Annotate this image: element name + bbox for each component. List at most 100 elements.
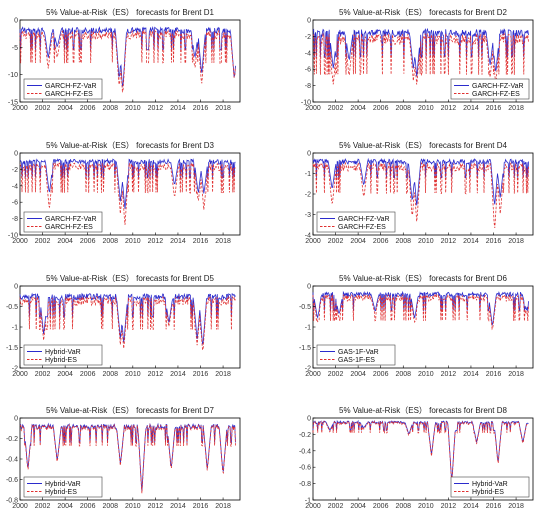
x-tick-label: 2016	[486, 503, 502, 510]
legend-box	[23, 344, 103, 366]
y-tick-label: -2	[305, 34, 311, 41]
legend-box	[23, 476, 103, 498]
legend-label: Hybrid-ES	[45, 357, 77, 364]
y-tick-label: 0	[307, 18, 311, 25]
x-tick-label: 2016	[486, 238, 502, 245]
x-tick-label: 2016	[486, 371, 502, 378]
x-tick-label: 2002	[328, 503, 344, 510]
x-tick-label: 2012	[441, 238, 457, 245]
legend-box	[23, 78, 103, 100]
x-tick-label: 2010	[125, 105, 141, 112]
x-tick-label: 2002	[328, 371, 344, 378]
series-line-es	[19, 162, 236, 225]
series-line-es	[312, 420, 529, 483]
legend-box	[450, 78, 530, 100]
y-tick-label: -2	[305, 366, 311, 373]
x-tick-label: 2018	[215, 238, 231, 245]
chart-panel-4: 5% Value-at-Risk（ES） forecasts for Brent…	[305, 141, 534, 245]
x-tick-label: 2002	[328, 105, 344, 112]
legend-label: Hybrid-VaR	[45, 349, 81, 356]
series-line-var	[19, 26, 236, 88]
series-line-var	[19, 157, 236, 209]
x-tick-label: 2018	[508, 371, 524, 378]
chart-title: 5% Value-at-Risk（ES） forecasts for Brent…	[46, 274, 214, 283]
legend-label: Hybrid-VaR	[45, 481, 81, 488]
y-tick-label: -1	[12, 325, 18, 332]
chart-title: 5% Value-at-Risk（ES） forecasts for Brent…	[339, 141, 507, 150]
y-tick-label: -0.2	[6, 436, 18, 443]
y-tick-label: -4	[305, 233, 311, 240]
x-tick-label: 2000	[12, 371, 28, 378]
y-tick-label: -2	[305, 192, 311, 199]
x-tick-label: 2004	[57, 105, 73, 112]
x-tick-label: 2000	[12, 238, 28, 245]
legend-label: Hybrid-ES	[472, 489, 504, 496]
y-tick-label: -15	[8, 100, 18, 107]
y-tick-label: -2	[12, 366, 18, 373]
series-line-es	[19, 295, 236, 351]
x-tick-label: 2012	[148, 238, 164, 245]
legend-box	[450, 476, 530, 498]
legend-label: GARCH-FZ-VaR	[45, 216, 97, 223]
y-tick-label: -2	[12, 167, 18, 174]
x-tick-label: 2008	[395, 503, 411, 510]
y-tick-label: -10	[8, 233, 18, 240]
x-tick-label: 2008	[102, 238, 118, 245]
series-line-es	[19, 423, 236, 494]
series-line-var	[312, 27, 529, 77]
x-tick-label: 2006	[80, 238, 96, 245]
chart-panel-3: 5% Value-at-Risk（ES） forecasts for Brent…	[8, 141, 241, 245]
x-tick-label: 2006	[373, 503, 389, 510]
chart-title: 5% Value-at-Risk（ES） forecasts for Brent…	[46, 8, 214, 17]
y-tick-label: -0.4	[6, 457, 18, 464]
chart-title: 5% Value-at-Risk（ES） forecasts for Brent…	[46, 141, 214, 150]
x-tick-label: 2006	[373, 238, 389, 245]
y-tick-label: -3	[305, 212, 311, 219]
x-tick-label: 2012	[148, 371, 164, 378]
x-tick-label: 2014	[170, 238, 186, 245]
x-tick-label: 2014	[463, 105, 479, 112]
x-tick-label: 2010	[418, 503, 434, 510]
series-line-var	[312, 157, 529, 206]
x-tick-label: 2006	[80, 371, 96, 378]
x-tick-label: 2010	[418, 238, 434, 245]
x-tick-label: 2018	[215, 371, 231, 378]
y-tick-label: 0	[14, 284, 18, 291]
x-tick-label: 2018	[508, 503, 524, 510]
chart-panel-1: 5% Value-at-Risk（ES） forecasts for Brent…	[8, 8, 241, 112]
x-tick-label: 2000	[12, 105, 28, 112]
chart-panel-6: 5% Value-at-Risk（ES） forecasts for Brent…	[299, 274, 534, 378]
y-tick-label: -0.6	[299, 465, 311, 472]
y-tick-label: -8	[305, 83, 311, 90]
x-tick-label: 2012	[441, 503, 457, 510]
legend-label: GARCH-FZ-VaR	[45, 83, 97, 90]
y-tick-label: -1	[305, 498, 311, 505]
chart-panel-5: 5% Value-at-Risk（ES） forecasts for Brent…	[6, 274, 241, 378]
x-tick-label: 2006	[373, 105, 389, 112]
x-tick-label: 2014	[170, 105, 186, 112]
y-tick-label: 0	[307, 151, 311, 158]
x-tick-label: 2018	[508, 238, 524, 245]
x-tick-label: 2012	[441, 105, 457, 112]
x-tick-label: 2006	[373, 371, 389, 378]
legend-label: GARCH-FZ-ES	[338, 224, 386, 231]
x-tick-label: 2018	[215, 105, 231, 112]
legend-label: Hybrid-VaR	[472, 481, 508, 488]
x-tick-label: 2016	[193, 371, 209, 378]
series-line-es	[312, 161, 529, 229]
x-tick-label: 2010	[418, 371, 434, 378]
x-tick-label: 2010	[125, 371, 141, 378]
x-tick-label: 2012	[441, 371, 457, 378]
x-tick-label: 2016	[193, 105, 209, 112]
x-tick-label: 2002	[328, 238, 344, 245]
legend-box	[23, 211, 103, 233]
x-tick-label: 2006	[80, 105, 96, 112]
x-tick-label: 2008	[102, 503, 118, 510]
